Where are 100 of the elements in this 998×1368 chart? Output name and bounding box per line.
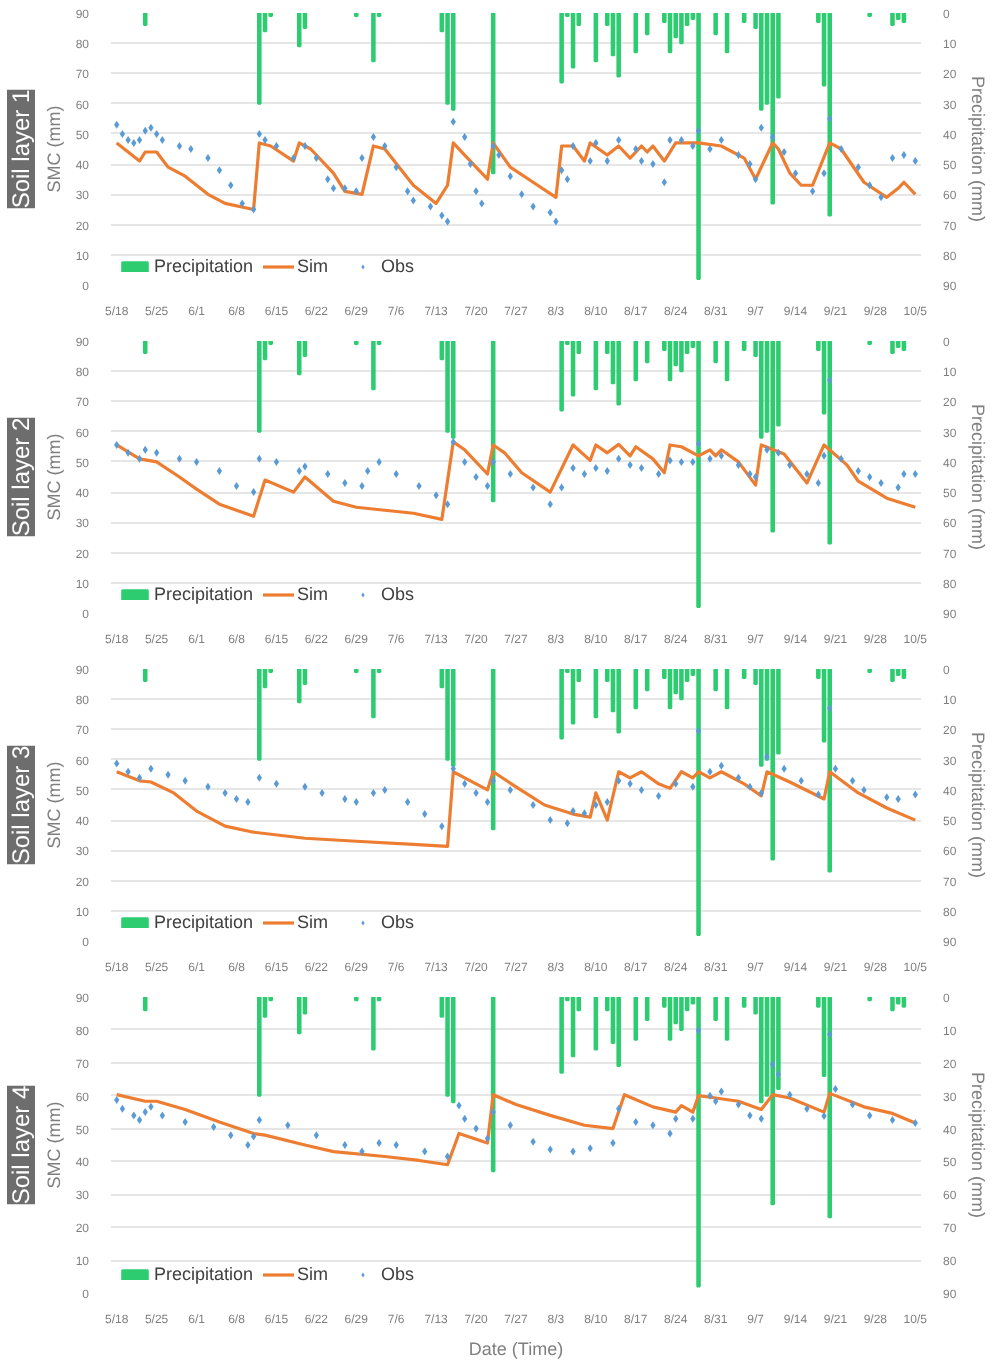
point [165,770,171,779]
point [912,790,918,799]
point [587,1144,593,1153]
point [131,1111,137,1120]
point [313,1131,320,1140]
point [530,1137,536,1146]
point [895,794,901,803]
point [707,767,713,776]
point [376,1139,382,1148]
point [655,791,662,800]
point [747,1111,753,1120]
point [148,764,154,773]
point [342,794,348,803]
y2-axis-title: Precipitation (mm) [968,403,989,551]
point [912,1118,918,1127]
point [114,759,120,768]
point [228,1131,234,1140]
legend-label: Obs [381,584,417,604]
point [285,1121,291,1130]
point [211,1122,217,1131]
point [827,704,833,713]
point [633,1117,639,1126]
point [889,1116,896,1124]
point [182,1117,188,1126]
point [718,761,725,770]
legend-label: Precipitation [154,1264,254,1284]
point [148,1102,154,1111]
point [884,793,890,802]
point [690,1114,696,1123]
point [758,788,764,797]
point [570,1147,576,1156]
point [775,1070,782,1079]
point [712,1097,719,1106]
legend-label: Sim [297,912,331,932]
point [530,801,536,809]
legend-label: Obs [381,256,417,276]
point [849,1100,856,1109]
text: Soil layer 2 [7,416,35,537]
point [638,785,645,794]
point [273,779,280,788]
point [764,752,770,761]
point [650,1121,656,1130]
point [815,790,821,799]
point [370,788,377,797]
y-axis-title: SMC (mm) [43,1101,64,1189]
point [422,810,428,819]
point [439,822,445,831]
y-axis-title: SMC (mm) [43,433,64,521]
point [404,797,411,806]
x-axis-title: Date (Time) [468,1339,564,1359]
point [473,788,479,797]
legend-label: Precipitation [154,256,254,276]
y2-axis-title: Precipitation (mm) [968,1071,989,1219]
point [593,801,599,809]
legend-label: Sim [297,1264,331,1284]
point [250,1132,257,1141]
point [114,1095,120,1104]
point [119,1104,126,1113]
point [616,1104,622,1113]
point [718,1087,725,1096]
point [798,776,804,785]
point [707,1091,713,1100]
point [604,797,610,806]
point [182,776,188,785]
point [849,776,856,785]
point [821,1112,827,1121]
point [867,1111,873,1120]
point [610,1139,616,1148]
point [787,1090,793,1099]
y2-axis-title: Precipitation (mm) [968,731,989,879]
point [507,1121,513,1130]
point [673,779,679,788]
point [507,785,513,794]
point [382,785,388,794]
point [490,776,496,785]
point [804,1104,810,1113]
point [125,767,131,776]
point [690,782,696,791]
legend-label: Obs [381,1264,417,1284]
point [667,1129,673,1138]
point [484,1134,491,1143]
point [159,1111,165,1120]
y-axis-title: SMC (mm) [43,105,64,193]
legend-label: Precipitation [154,912,254,932]
point [222,788,228,797]
point [462,779,468,788]
legend-label: Sim [297,256,331,276]
point [758,1114,764,1123]
text: Soil layer 1 [7,88,35,209]
point [136,1116,143,1124]
point [393,1141,399,1149]
point [770,1060,776,1069]
point [245,1141,251,1149]
point [695,1026,702,1035]
line-series [115,440,917,521]
point [673,1114,679,1123]
point [827,1030,833,1039]
text: Soil layer 4 [7,1084,35,1205]
point [581,809,588,818]
point [245,797,251,806]
